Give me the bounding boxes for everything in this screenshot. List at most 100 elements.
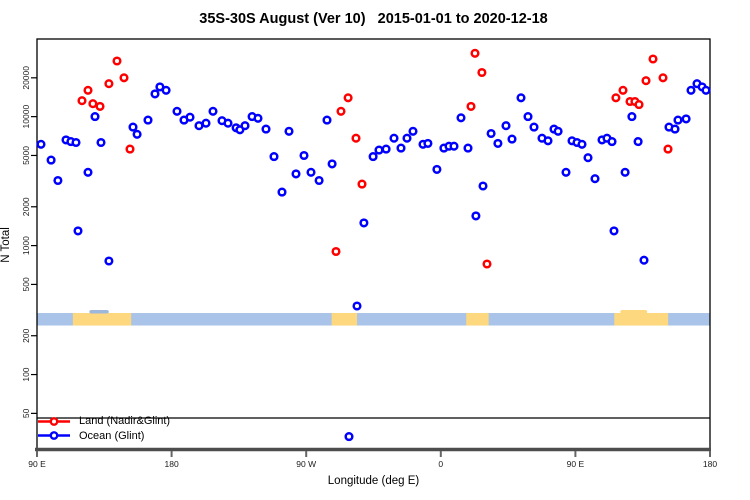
data-point-ocean [507,134,517,144]
data-point-land [125,144,135,154]
data-point-ocean [277,187,287,197]
y-tick-label: 50 [21,408,31,418]
data-point-ocean [627,112,637,122]
data-point-ocean [432,164,442,174]
data-point-ocean [561,167,571,177]
data-point-ocean [686,85,696,95]
data-point-ocean [299,150,309,161]
y-axis-label: N Total [0,227,12,263]
data-point-ocean [639,255,649,265]
data-point-ocean [501,121,511,131]
y-tick-label: 5000 [21,146,31,165]
data-point-ocean [104,256,114,266]
data-point-ocean [681,114,691,124]
map-strip-land [466,313,489,326]
data-point-land [482,259,492,269]
x-tick-label: 0 [438,459,443,469]
data-point-ocean [381,144,391,154]
data-point-ocean [359,218,369,228]
map-strip-coast-bump [89,310,109,314]
data-point-ocean [590,174,600,184]
data-point-ocean [374,145,384,155]
data-point-ocean [53,175,63,186]
legend-item-land: Land (Nadir&Glint) [38,414,170,429]
data-point-ocean [423,138,433,148]
y-tick-label: 500 [21,277,31,291]
map-strip-land [331,313,358,326]
data-point-ocean [314,175,324,186]
data-point-ocean [607,137,617,147]
data-point-land [477,67,487,78]
data-point-ocean [172,106,182,116]
chart-title: 35S-30S August (Ver 10) 2015-01-01 to 20… [199,11,548,27]
legend-label-land: Land (Nadir&Glint) [79,415,171,428]
data-point-land [336,106,346,116]
map-strip-ocean [37,313,710,326]
data-point-ocean [486,128,496,139]
data-point-land [343,93,353,103]
data-point-land [658,73,668,83]
data-point-ocean [633,137,643,147]
data-point-ocean [36,139,46,149]
legend-symbol-land-icon [38,416,70,426]
data-point-ocean [46,155,56,165]
data-point-ocean [471,211,481,221]
data-point-ocean [493,138,503,148]
data-point-ocean [322,115,332,125]
data-point-ocean [389,133,399,143]
data-point-ocean [577,139,587,149]
y-tick-label: 2000 [21,197,31,216]
data-point-ocean [185,112,195,122]
data-point-ocean [284,126,294,136]
data-point-ocean [201,118,211,128]
x-tick-label: 90 E [567,459,585,469]
data-point-ocean [670,124,680,134]
data-point-ocean [161,85,171,95]
data-point-land [357,179,367,189]
data-point-land [112,56,122,66]
data-point-land [119,73,129,83]
data-point-ocean [327,159,337,169]
data-point-land [104,79,114,89]
data-point-ocean [83,167,93,177]
data-point-land [611,93,621,103]
x-tick-label: 90 E [28,459,46,469]
map-strip-land [614,313,669,326]
data-point-land [618,85,628,95]
x-tick-label: 180 [703,459,717,469]
data-point-land [77,96,87,106]
data-point-ocean [609,226,619,236]
data-point-ocean [368,152,378,162]
data-point-land [88,99,98,109]
data-point-land [641,76,651,86]
data-point-land [470,48,480,58]
data-point-ocean [701,85,711,95]
legend-symbol-ocean-icon [38,431,70,441]
legend: Land (Nadir&Glint) Ocean (Glint) [38,414,170,443]
data-point-land [83,85,93,95]
data-point-land [331,246,341,257]
data-point-ocean [223,118,233,128]
x-axis-label: Longitude (deg E) [327,475,420,487]
data-point-ocean [352,301,362,311]
data-point-ocean [208,106,218,116]
data-point-ocean [449,141,459,151]
data-point-land [95,101,105,111]
data-point-ocean [673,115,683,125]
data-point-ocean [529,122,539,132]
data-point-ocean [583,153,593,163]
data-point-ocean [143,115,153,125]
data-point-ocean [523,112,533,122]
data-point-ocean [396,143,406,153]
data-point-ocean [73,226,83,236]
data-point-ocean [456,113,466,123]
data-point-ocean [128,122,138,132]
data-point-ocean [150,89,160,99]
plot-frame [36,38,711,451]
data-point-ocean [478,181,488,191]
data-point-land [648,54,658,64]
data-point-ocean [291,169,301,179]
data-point-ocean [240,121,250,131]
y-tick-label: 20000 [21,66,31,90]
